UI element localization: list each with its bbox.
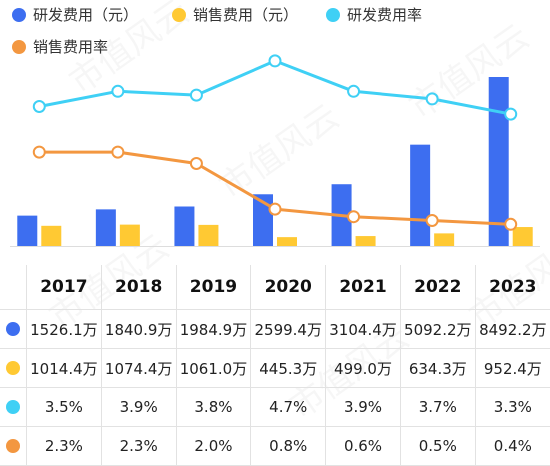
point-sales-rate [268,202,282,216]
bar-rd-expense [174,206,195,246]
table-cell: 0.6% [325,426,401,466]
legend-label-sales-rate: 销售费用率 [33,38,109,56]
bar-sales-expense [355,236,376,246]
bar-rd-expense [17,215,38,246]
table-cell: 3.8% [175,387,252,427]
legend-item-rd-expense: 研发费用（元） [12,4,138,25]
point-rd-rate [111,84,125,98]
table-cell: 1074.4万 [100,348,177,388]
bar-sales-expense [434,233,455,246]
legend-marker-rd-expense [12,7,26,22]
table-header-year: 2022 [399,265,476,310]
bar-sales-expense [277,237,297,246]
table-cell: 3.5% [26,387,102,427]
legend-label-rd-expense: 研发费用（元） [33,6,139,24]
table-header-year: 2023 [474,265,550,310]
table-row-key [0,348,27,388]
table-cell: 3.3% [474,387,550,427]
point-rd-rate [504,107,518,121]
chart-plot-area [10,54,540,247]
series-marker-rd-rate [6,400,20,414]
bar-rd-expense [410,144,431,246]
point-rd-rate [268,54,282,68]
table-cell: 445.3万 [250,348,327,388]
legend-marker-rd-rate [326,7,340,22]
table-row-sales-rate: 2.3% 2.3% 2.0% 0.8% 0.6% 0.5% 0.4% [0,426,550,466]
table-row-rd-expense: 1526.1万 1840.9万 1984.9万 2599.4万 3104.4万 5092.… [0,309,550,349]
table-cell: 1014.4万 [26,348,102,388]
table-header-corner [0,265,27,310]
table-header-year: 2021 [325,265,401,310]
table-cell: 3.9% [100,387,177,427]
table-header-row: 2017 2018 2019 2020 2021 2022 2023 [0,265,550,310]
legend-item-sales-expense: 销售费用（元） [172,4,298,25]
table-cell: 2.0% [175,426,252,466]
table-cell: 2.3% [26,426,102,466]
table-cell: 2.3% [100,426,177,466]
table-cell: 1526.1万 [26,309,102,349]
legend-item-rd-rate: 研发费用率 [326,4,422,25]
bar-rd-expense [253,194,273,246]
legend-marker-sales-rate [12,39,26,54]
bar-sales-expense [119,224,140,246]
point-sales-rate [425,214,439,227]
bar-rd-expense [95,209,116,246]
bar-sales-expense [41,225,62,246]
table-row-key [0,426,27,466]
series-marker-rd-expense [6,322,20,336]
bar-sales-expense [198,224,219,246]
point-sales-rate [111,145,125,159]
legend-item-sales-rate: 销售费用率 [12,36,108,57]
point-sales-rate [347,210,361,224]
point-sales-rate [189,157,203,170]
legend-label-sales-expense: 销售费用（元） [193,6,299,24]
table-cell: 499.0万 [325,348,401,388]
table-cell: 3104.4万 [325,309,401,349]
table-cell: 634.3万 [399,348,476,388]
table-cell: 952.4万 [474,348,550,388]
series-marker-sales-expense [6,361,20,375]
line-rd-rate [39,59,511,116]
table-cell: 3.9% [325,387,401,427]
point-rd-rate [189,88,203,102]
chart-legend: 研发费用（元） 销售费用（元） 研发费用率 销售费用率 [0,0,550,62]
table-row-rd-rate: 3.5% 3.9% 3.8% 4.7% 3.9% 3.7% 3.3% [0,387,550,427]
table-cell: 4.7% [250,387,327,427]
table-row-sales-expense: 1014.4万 1074.4万 1061.0万 445.3万 499.0万 634.3万 9… [0,348,550,388]
legend-label-rd-rate: 研发费用率 [347,6,423,24]
table-row-key [0,387,27,427]
table-cell: 0.4% [474,426,550,466]
point-sales-rate [32,145,46,159]
table-row-key [0,309,27,349]
point-sales-rate [504,217,518,231]
data-table: 2017 2018 2019 2020 2021 2022 2023 1526.1万 1840.… [0,265,550,466]
point-rd-rate [425,92,439,106]
legend-marker-sales-expense [172,7,186,22]
table-cell: 1840.9万 [100,309,177,349]
point-rd-rate [347,84,361,98]
series-marker-sales-rate [6,439,20,453]
table-cell: 1061.0万 [175,348,252,388]
table-header-year: 2018 [100,265,177,310]
table-cell: 0.8% [250,426,327,466]
table-cell: 5092.2万 [399,309,476,349]
table-cell: 3.7% [399,387,476,427]
table-cell: 2599.4万 [250,309,327,349]
table-header-year: 2019 [175,265,252,310]
table-header-year: 2020 [250,265,327,310]
bar-sales-expense [512,227,533,246]
table-cell: 1984.9万 [175,309,252,349]
table-header-year: 2017 [26,265,102,310]
point-rd-rate [32,100,46,113]
table-cell: 0.5% [399,426,476,466]
bar-rd-expense [488,77,509,246]
table-cell: 8492.2万 [474,309,550,349]
